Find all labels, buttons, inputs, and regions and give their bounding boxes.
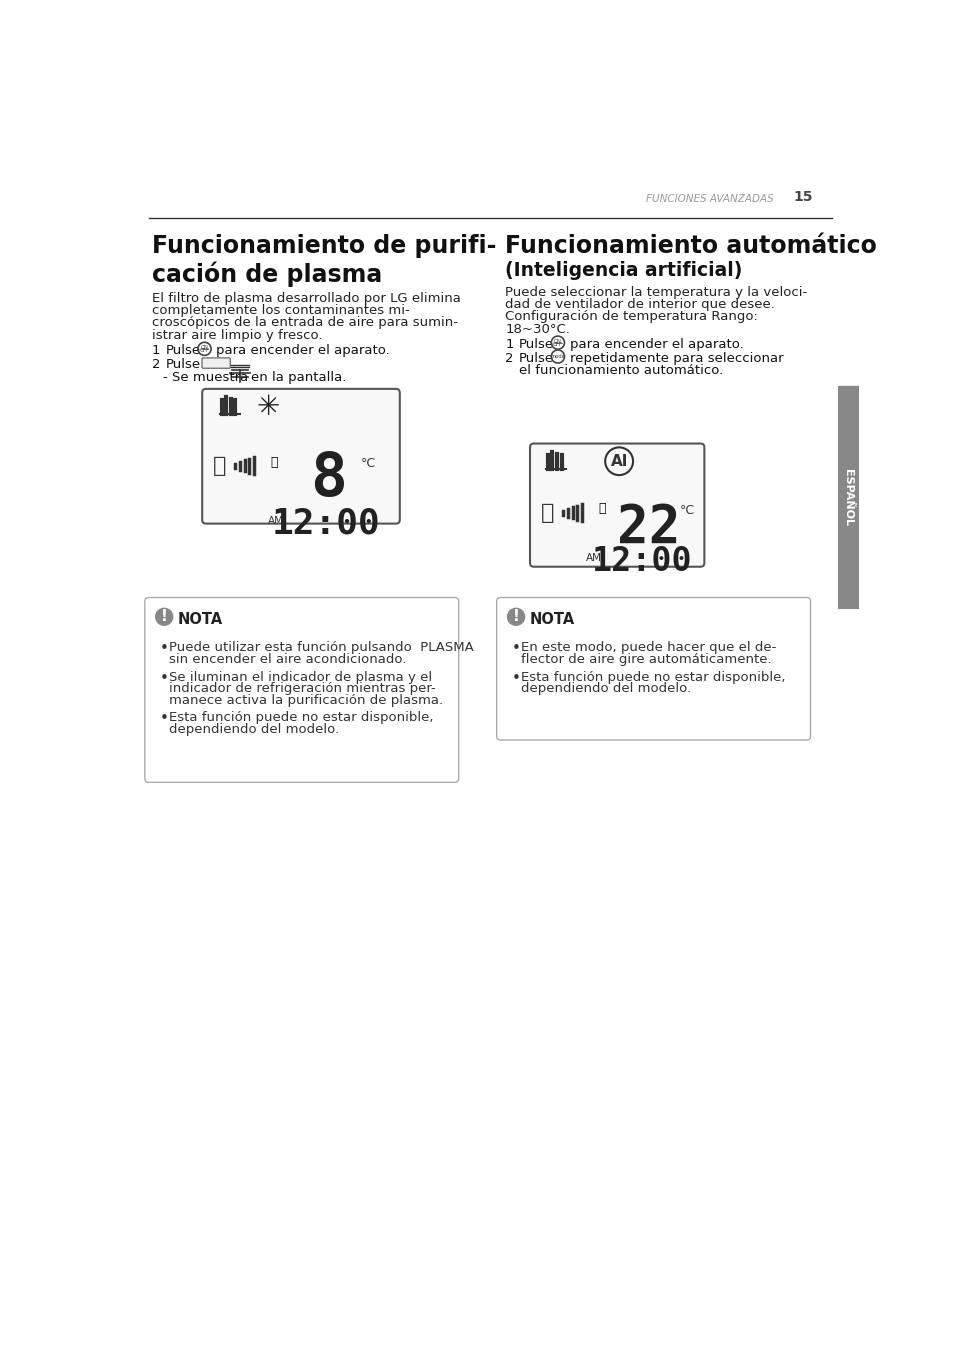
Text: mode: mode	[550, 353, 565, 359]
Text: ✳: ✳	[256, 393, 279, 421]
Text: NOTA: NOTA	[529, 612, 574, 627]
Text: dependiendo del modelo.: dependiendo del modelo.	[520, 682, 690, 695]
Text: sin encender el aire acondicionado.: sin encender el aire acondicionado.	[169, 653, 406, 666]
Text: OFF: OFF	[553, 341, 562, 347]
Text: croscópicos de la entrada de aire para sumin-: croscópicos de la entrada de aire para s…	[152, 317, 457, 329]
Text: indicador de refrigeración mientras per-: indicador de refrigeración mientras per-	[169, 682, 436, 695]
Text: !: !	[512, 609, 519, 624]
Text: Puede utilizar esta función pulsando  PLASMA: Puede utilizar esta función pulsando PLA…	[169, 642, 473, 654]
Text: 22: 22	[617, 502, 679, 554]
Text: 15: 15	[793, 190, 812, 204]
FancyBboxPatch shape	[497, 597, 810, 741]
Text: 12:00: 12:00	[272, 506, 380, 540]
Text: repetidamente para seleccionar: repetidamente para seleccionar	[569, 352, 782, 364]
Text: flector de aire gire automáticamente.: flector de aire gire automáticamente.	[520, 653, 771, 666]
Text: manece activa la purificación de plasma.: manece activa la purificación de plasma.	[169, 693, 442, 707]
Text: para encender el aparato.: para encender el aparato.	[569, 338, 742, 351]
Text: Puede seleccionar la temperatura y la veloci-: Puede seleccionar la temperatura y la ve…	[505, 286, 806, 299]
Text: •: •	[159, 642, 169, 657]
Text: 8: 8	[310, 451, 347, 509]
Text: .: .	[232, 357, 235, 371]
Text: 1: 1	[505, 338, 513, 351]
Text: Esta función puede no estar disponible,: Esta función puede no estar disponible,	[169, 711, 433, 724]
Circle shape	[155, 608, 172, 626]
FancyBboxPatch shape	[145, 597, 458, 783]
Text: •: •	[511, 670, 519, 685]
Text: 🌡: 🌡	[598, 502, 605, 516]
Text: El filtro de plasma desarrollado por LG elimina: El filtro de plasma desarrollado por LG …	[152, 292, 460, 305]
Text: en la pantalla.: en la pantalla.	[251, 371, 346, 385]
Text: 🌡: 🌡	[271, 455, 277, 468]
Text: ON: ON	[200, 345, 208, 351]
Text: Esta función puede no estar disponible,: Esta función puede no estar disponible,	[520, 670, 784, 684]
Text: AM: AM	[585, 554, 601, 563]
Text: 1: 1	[152, 344, 160, 357]
Text: dad de ventilador de interior que desee.: dad de ventilador de interior que desee.	[505, 298, 774, 311]
FancyBboxPatch shape	[202, 389, 399, 524]
Text: Pulse: Pulse	[518, 352, 554, 364]
Text: 𝒮: 𝒮	[540, 502, 554, 523]
Bar	[838, 386, 858, 609]
Text: Se iluminan el indicador de plasma y el: Se iluminan el indicador de plasma y el	[169, 670, 432, 684]
Text: Funcionamiento automático: Funcionamiento automático	[505, 234, 876, 259]
FancyBboxPatch shape	[838, 386, 858, 609]
Text: !: !	[161, 609, 168, 624]
Text: - Se muestra: - Se muestra	[162, 371, 248, 385]
Text: cación de plasma: cación de plasma	[152, 261, 381, 287]
Text: Pulse: Pulse	[166, 344, 201, 357]
Text: FUNCIONES AVANZADAS: FUNCIONES AVANZADAS	[646, 194, 773, 204]
Text: Pulse: Pulse	[518, 338, 554, 351]
FancyBboxPatch shape	[530, 444, 703, 567]
Text: 2: 2	[505, 352, 513, 364]
Text: Configuración de temperatura Rango:: Configuración de temperatura Rango:	[505, 310, 758, 324]
Text: PLASMA: PLASMA	[205, 360, 227, 366]
Text: ON: ON	[554, 338, 561, 344]
Text: ESPAÑOL: ESPAÑOL	[842, 468, 853, 525]
Text: Funcionamiento de purifi-: Funcionamiento de purifi-	[152, 234, 496, 259]
Circle shape	[507, 608, 524, 626]
Text: dependiendo del modelo.: dependiendo del modelo.	[169, 723, 338, 737]
Text: para encender el aparato.: para encender el aparato.	[216, 344, 390, 357]
Text: AI: AI	[610, 454, 627, 468]
Text: completamente los contaminantes mi-: completamente los contaminantes mi-	[152, 305, 409, 317]
Text: •: •	[511, 642, 519, 657]
Text: 𝒮: 𝒮	[213, 456, 227, 475]
Text: AM: AM	[267, 516, 283, 525]
Text: En este modo, puede hacer que el de-: En este modo, puede hacer que el de-	[520, 642, 775, 654]
FancyBboxPatch shape	[202, 357, 230, 368]
Text: Pulse: Pulse	[166, 357, 201, 371]
Text: •: •	[159, 670, 169, 685]
Text: NOTA: NOTA	[177, 612, 222, 627]
Text: (Inteligencia artificial): (Inteligencia artificial)	[505, 261, 741, 280]
Text: istrar aire limpio y fresco.: istrar aire limpio y fresco.	[152, 329, 322, 341]
Text: el funcionamiento automático.: el funcionamiento automático.	[518, 364, 722, 378]
Text: •: •	[159, 711, 169, 727]
Text: 2: 2	[152, 357, 160, 371]
Text: 18~30°C.: 18~30°C.	[505, 322, 570, 336]
Text: °C: °C	[679, 504, 694, 517]
Text: °C: °C	[360, 456, 375, 470]
Text: OFF: OFF	[199, 348, 210, 353]
Text: 12:00: 12:00	[592, 544, 692, 578]
